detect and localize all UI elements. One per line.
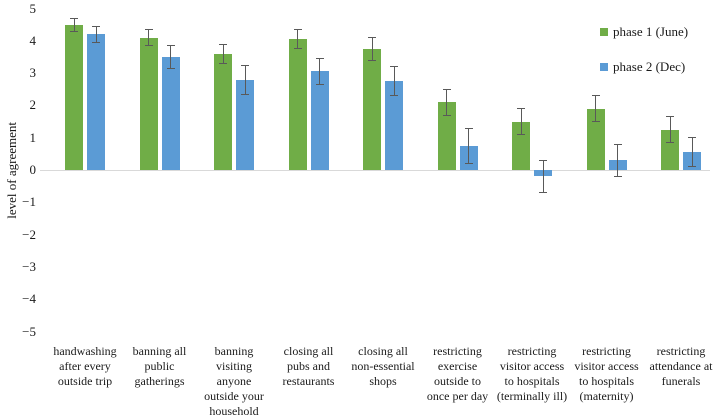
- y-tick-label: 5: [29, 0, 37, 16]
- error-bar-line: [393, 66, 395, 96]
- legend-swatch-phase1-icon: [600, 28, 608, 36]
- y-tick-label: −4: [22, 291, 36, 307]
- error-bar-line: [691, 137, 693, 167]
- bar-phase2: [87, 34, 105, 170]
- y-tick-label: −3: [22, 258, 36, 274]
- bar-phase1: [661, 129, 679, 170]
- error-bar-cap-top: [315, 58, 324, 60]
- error-bar-line: [669, 116, 671, 143]
- bar-phase1: [288, 39, 307, 170]
- error-bar-cap-bottom: [517, 133, 525, 135]
- y-tick-label: −5: [22, 323, 36, 339]
- error-bar-cap-top: [591, 95, 600, 97]
- error-bar-line: [468, 128, 469, 164]
- y-tick-label: 2: [29, 97, 37, 113]
- x-category-label: restricting visitor access to hospitals …: [496, 344, 568, 403]
- bar-phase2: [385, 81, 403, 170]
- x-category-label: restricting exercise outside to once per…: [426, 344, 489, 403]
- error-bar-cap-bottom: [591, 121, 600, 123]
- x-category-label: closing all pubs and restaurants: [282, 344, 335, 388]
- bar-phase1: [139, 37, 158, 170]
- y-tick-label: 3: [29, 65, 37, 81]
- error-bar-cap-bottom: [315, 83, 324, 85]
- error-bar-cap-bottom: [241, 93, 249, 95]
- error-bar-cap-top: [144, 28, 153, 30]
- error-bar-cap-top: [241, 64, 249, 66]
- legend-swatch-phase2-icon: [600, 63, 608, 71]
- bar-phase1: [586, 108, 605, 170]
- x-category-label: banning all public gatherings: [132, 344, 187, 388]
- bar-phase2: [236, 79, 254, 170]
- y-tick-label: −2: [22, 226, 36, 242]
- bar-phase1: [512, 121, 530, 170]
- x-category-label: restricting attendance at funerals: [649, 344, 713, 388]
- error-bar-cap-top: [666, 116, 674, 118]
- error-bar-cap-top: [539, 159, 547, 161]
- error-bar-line: [222, 44, 224, 64]
- error-bar-cap-bottom: [464, 163, 473, 165]
- error-bar-cap-top: [166, 45, 175, 47]
- error-bar-line: [244, 65, 246, 95]
- error-bar-line: [319, 58, 320, 85]
- error-bar-cap-bottom: [166, 67, 175, 69]
- error-bar-cap-top: [464, 127, 473, 129]
- error-bar-line: [520, 108, 522, 135]
- error-bar-line: [148, 29, 149, 46]
- y-tick-label: 0: [29, 162, 37, 177]
- error-bar-line: [371, 37, 373, 61]
- error-bar-cap-top: [517, 108, 525, 110]
- legend-entry-phase1: phase 1 (June): [600, 24, 688, 40]
- x-category-label: closing all non-essential shops: [351, 344, 415, 388]
- x-axis-line: [40, 170, 710, 171]
- bar-phase2: [310, 71, 329, 170]
- legend-label-phase1: phase 1 (June): [613, 24, 689, 39]
- error-bar-cap-top: [442, 88, 451, 90]
- bar-phase1: [65, 24, 83, 170]
- error-bar-cap-bottom: [293, 48, 302, 50]
- error-bar-line: [542, 160, 544, 193]
- error-bar-cap-bottom: [539, 192, 547, 194]
- legend-label-phase2: phase 2 (Dec): [613, 59, 686, 74]
- error-bar-cap-top: [219, 43, 227, 45]
- error-bar-line: [595, 95, 596, 122]
- x-category-label: restricting visitor access to hospitals …: [574, 344, 639, 403]
- error-bar-cap-bottom: [219, 62, 227, 64]
- bar-phase1: [437, 102, 456, 170]
- error-bar-cap-top: [92, 25, 100, 27]
- y-tick-label: −1: [22, 194, 36, 210]
- error-bar-cap-bottom: [688, 166, 696, 168]
- error-bar-cap-top: [613, 143, 622, 145]
- error-bar-line: [617, 144, 618, 177]
- error-bar-line: [170, 45, 171, 69]
- error-bar-cap-top: [70, 17, 78, 19]
- error-bar-cap-top: [293, 28, 302, 30]
- error-bar-cap-bottom: [390, 95, 398, 97]
- bar-phase1: [214, 53, 232, 170]
- error-bar-cap-bottom: [368, 59, 376, 61]
- x-category-label: banning visiting anyone outside your hou…: [204, 344, 264, 416]
- y-axis-tick-labels: 5 4 3 2 1 0 −1 −2 −3 −4 −5: [0, 0, 36, 416]
- error-bar-cap-bottom: [613, 175, 622, 177]
- error-bar-cap-top: [390, 66, 398, 68]
- error-bar-line: [73, 18, 75, 32]
- error-bar-cap-top: [688, 137, 696, 139]
- x-category-label: handwashing after every outside trip: [53, 344, 117, 388]
- legend-entry-phase2: phase 2 (Dec): [600, 59, 685, 75]
- error-bar-cap-bottom: [442, 114, 451, 116]
- bar-phase1: [363, 48, 381, 170]
- error-bar-line: [297, 29, 298, 49]
- error-bar-line: [446, 89, 447, 116]
- y-tick-label: 1: [29, 129, 37, 145]
- error-bar-cap-bottom: [92, 41, 100, 43]
- y-tick-label: 4: [29, 32, 37, 48]
- error-bar-cap-top: [368, 37, 376, 39]
- error-bar-cap-bottom: [144, 45, 153, 47]
- error-bar-cap-bottom: [666, 142, 674, 144]
- bar-phase2: [161, 56, 180, 170]
- error-bar-cap-bottom: [70, 30, 78, 32]
- error-bar-line: [95, 26, 97, 43]
